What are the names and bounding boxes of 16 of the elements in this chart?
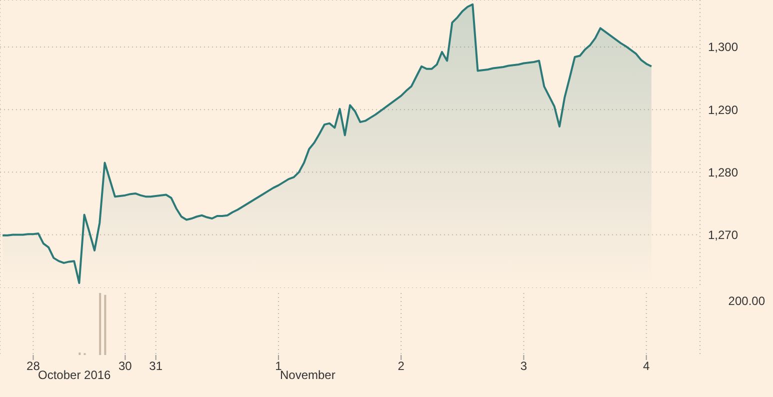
bar: [99, 293, 102, 355]
x-tick-label: 1: [275, 359, 282, 373]
y-tick-label: 1,300: [708, 40, 738, 54]
x-tick-label: 4: [643, 359, 650, 373]
y-tick-label: 1,290: [708, 102, 738, 117]
y-tick-label: 1,280: [708, 165, 738, 180]
text: November: [280, 368, 336, 382]
x-tick-label: 3: [520, 359, 528, 373]
text: October 2016: [38, 368, 111, 382]
text: 200.00: [728, 294, 765, 308]
x-tick-label: 30: [118, 359, 132, 373]
x-tick-label: 28: [26, 359, 40, 373]
x-tick-label: 31: [149, 359, 163, 373]
x-tick-label: 2: [398, 359, 405, 373]
y-tick-label: 1,270: [708, 228, 738, 242]
bar: [104, 294, 106, 355]
